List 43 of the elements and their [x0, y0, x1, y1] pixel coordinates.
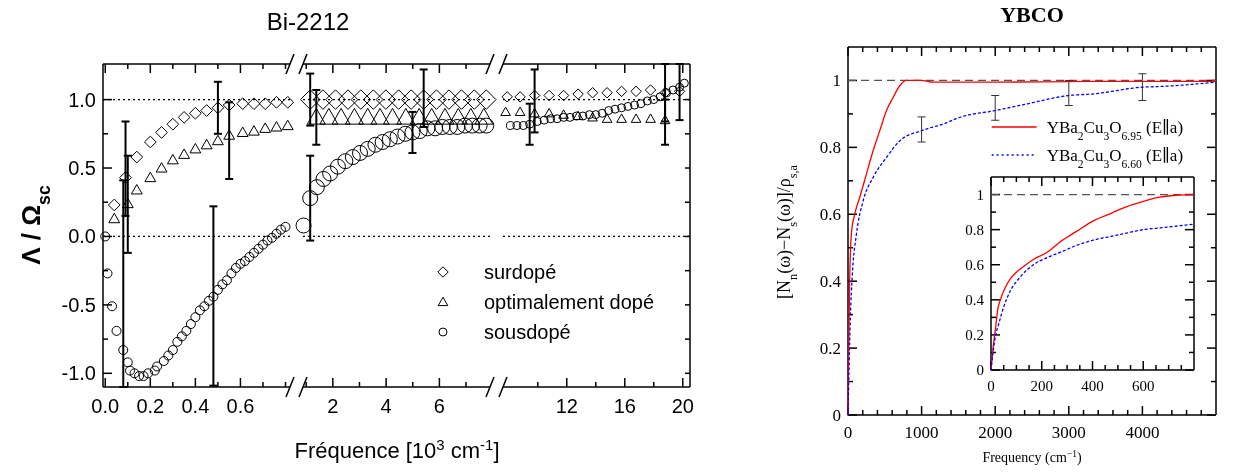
- x-tick-label: 0.0: [91, 395, 120, 417]
- y-tick-label: -0.5: [61, 293, 96, 316]
- y-tick-label: 0.5: [68, 157, 96, 180]
- chart-title: Bi-2212: [266, 8, 350, 35]
- x-tick-label: 1000: [904, 423, 939, 442]
- x-axis-title: Fréquence [10$^{3}$ cm$^{-1}$]: [294, 435, 500, 463]
- y-tick-label: 0.6: [965, 256, 985, 273]
- chart-title: YBCO: [1000, 2, 1064, 27]
- y-tick-label: 0.4: [965, 292, 985, 309]
- x-axis-title: Frequency (cm$^{−1}$): [982, 449, 1082, 466]
- y-tick-label: 1.0: [68, 88, 96, 111]
- x-tick-label: 3000: [1051, 423, 1086, 442]
- y-tick-label: 0: [976, 362, 984, 379]
- y-tick-label: 0.2: [819, 339, 841, 359]
- y-tick-label: 1: [832, 71, 841, 91]
- x-tick-label: 0: [987, 378, 995, 394]
- x-tick-label: 2000: [978, 423, 1013, 442]
- x-tick-label: 20: [671, 395, 694, 417]
- x-tick-label: 600: [1132, 378, 1155, 394]
- x-tick-label: 4000: [1125, 423, 1160, 442]
- legend-label: YBa$_{2}$Cu$_{3}$O$_{6.60}$ (E∥a): [1046, 145, 1184, 171]
- y-tick-label: 0.6: [819, 205, 841, 225]
- y-tick-label: 0.4: [819, 272, 842, 292]
- x-tick-label: 0.6: [226, 395, 255, 417]
- y-tick-label: 0.0: [68, 225, 96, 248]
- y-tick-label: 1: [976, 186, 984, 203]
- legend-label: optimalement dopé: [484, 291, 655, 313]
- x-tick-label: 400: [1081, 378, 1104, 394]
- x-tick-label: 4: [380, 395, 392, 417]
- x-tick-label: 0.4: [181, 395, 210, 417]
- legend-label: surdopé: [484, 261, 557, 283]
- y-tick-label: -1.0: [61, 362, 96, 385]
- x-tick-label: 0.2: [136, 395, 165, 417]
- legend-label: sousdopé: [484, 321, 571, 343]
- y-tick-label: 0.2: [965, 327, 984, 344]
- x-tick-label: 12: [555, 395, 578, 417]
- x-tick-label: 200: [1030, 378, 1053, 394]
- x-tick-label: 16: [613, 395, 636, 417]
- x-tick-label: 6: [433, 395, 445, 417]
- y-tick-label: 0.8: [819, 138, 841, 158]
- x-tick-label: 2: [327, 395, 339, 417]
- y-tick-label: 0.8: [965, 221, 984, 238]
- legend-label: YBa$_{2}$Cu$_{3}$O$_{6.95}$ (E∥a): [1046, 117, 1184, 143]
